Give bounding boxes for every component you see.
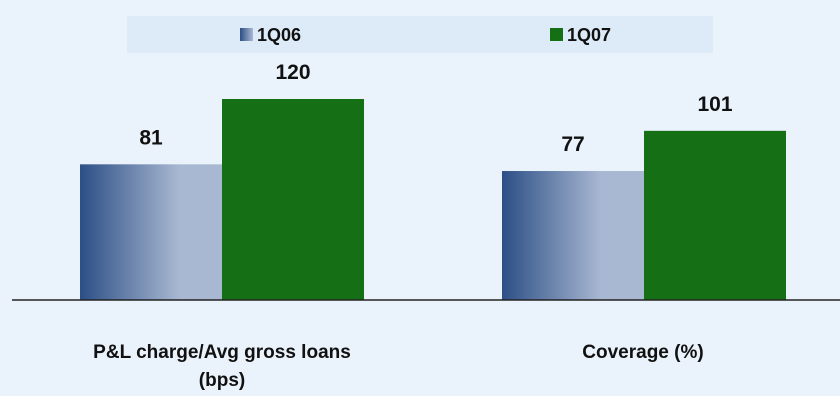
bar-1q06-cat1: [80, 164, 222, 300]
bars: [80, 99, 786, 300]
category-label-coverage: Coverage (%): [582, 342, 703, 363]
legend-label-1q07: 1Q07: [567, 25, 611, 45]
legend-label-1q06: 1Q06: [257, 25, 301, 45]
bar-1q06-cat2: [502, 171, 644, 300]
value-labels: 81 120 77 101: [139, 61, 733, 156]
value-label-1q06-cat2: 77: [561, 133, 584, 156]
bar-1q07-cat1: [222, 99, 364, 300]
value-label-1q07-cat2: 101: [697, 93, 732, 116]
category-label-pl-charge-unit: (bps): [199, 370, 245, 391]
legend-swatch-1q06: [240, 28, 253, 41]
value-label-1q06-cat1: 81: [139, 126, 163, 149]
legend-band: [127, 16, 713, 53]
legend: 1Q06 1Q07: [240, 25, 611, 45]
category-labels: P&L charge/Avg gross loans (bps) Coverag…: [93, 342, 704, 391]
legend-swatch-1q07: [550, 28, 563, 41]
category-label-pl-charge: P&L charge/Avg gross loans: [93, 342, 351, 363]
value-label-1q07-cat1: 120: [275, 61, 310, 84]
bar-1q07-cat2: [644, 130, 786, 300]
